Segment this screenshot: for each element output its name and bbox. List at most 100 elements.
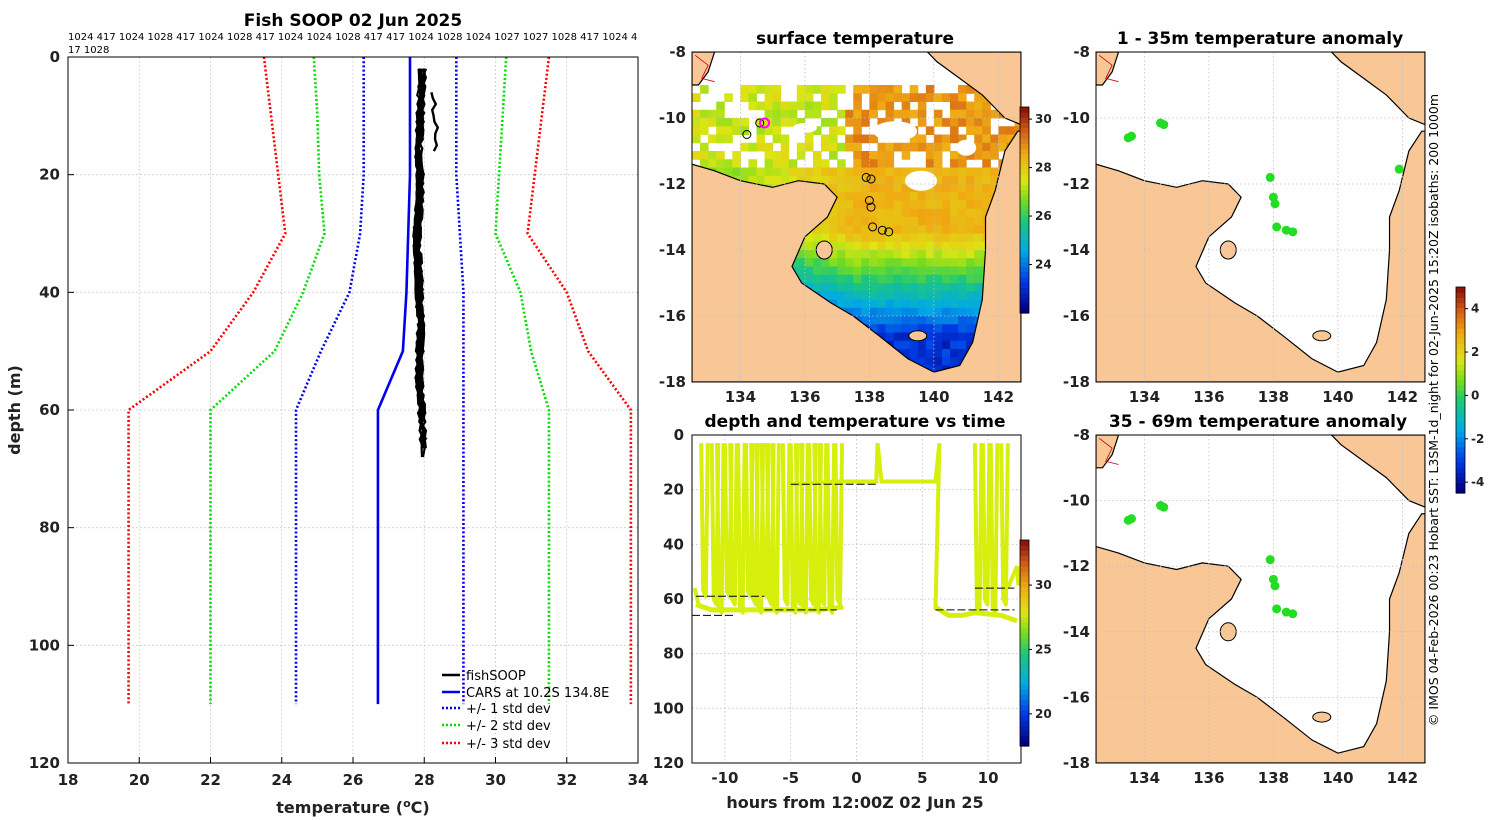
sst-cell	[909, 93, 919, 102]
sst-cell	[893, 274, 903, 284]
sst-cell	[925, 283, 935, 292]
time-colorbar-segment	[1020, 709, 1029, 716]
sst-cell	[925, 126, 935, 135]
sst-cell	[974, 175, 983, 185]
sst-cell	[925, 258, 935, 267]
sst-cell	[869, 134, 878, 144]
map-river	[1098, 437, 1119, 465]
sst-cell	[788, 109, 798, 119]
sst-cell	[982, 151, 991, 160]
sst-cell	[893, 299, 903, 309]
time-cast-trace	[736, 443, 747, 615]
sst-cell	[837, 142, 846, 152]
sst-cell	[708, 118, 717, 127]
sst-cell	[853, 283, 862, 292]
sst-cell	[941, 349, 951, 358]
sst-colorbar-segment	[1020, 194, 1029, 201]
sst-cell	[756, 142, 766, 152]
sst-cell	[837, 184, 846, 193]
anomaly-colorbar-tick-label: 4	[1471, 302, 1479, 316]
sst-cell	[909, 316, 919, 325]
sst-colorbar-segment	[1020, 282, 1029, 288]
sst-cell	[950, 266, 959, 276]
sst-cell	[893, 307, 903, 317]
sst-cell	[901, 142, 911, 152]
sst-cell	[829, 291, 838, 300]
anomaly-colorbar-segment	[1456, 467, 1465, 473]
sst-cell	[958, 299, 967, 309]
anomaly-point	[1272, 222, 1282, 232]
anomaly-colorbar-segment	[1456, 374, 1465, 381]
map-xtick-label: 142	[1387, 769, 1418, 787]
sst-cell	[788, 175, 798, 185]
anomaly-point	[1288, 227, 1298, 237]
sst-cell	[958, 192, 967, 201]
sst-cell	[941, 241, 951, 251]
sst-cell	[837, 250, 846, 259]
sst-cell	[869, 241, 878, 251]
sst-cell	[917, 283, 927, 292]
sst-cell	[966, 85, 975, 94]
sst-colorbar-segment	[1020, 173, 1029, 180]
anomaly-colorbar-segment	[1456, 384, 1465, 391]
sst-cell	[974, 299, 983, 309]
anomaly-colorbar-segment	[1456, 328, 1465, 334]
sst-cell	[901, 118, 911, 127]
sst-cell	[966, 167, 975, 177]
sst-cell	[821, 266, 830, 276]
sst-cell	[893, 233, 903, 243]
sst-cell	[869, 93, 878, 102]
sst-cell	[861, 134, 870, 144]
sst-cell	[861, 258, 870, 267]
sst-colorbar-tick-label: 28	[1035, 161, 1052, 175]
sst-cell	[925, 200, 935, 210]
sst-cell	[708, 134, 717, 144]
map-xtick-label: 138	[1258, 388, 1289, 406]
sst-cell	[958, 93, 967, 102]
sst-cell	[724, 126, 733, 135]
sst-cell	[853, 167, 862, 177]
anomaly-colorbar-segment	[1456, 431, 1465, 437]
sst-cell	[804, 167, 814, 177]
sst-cell	[700, 159, 709, 168]
sst-cell	[748, 175, 758, 185]
sst-cell	[893, 225, 903, 234]
sst-cell	[901, 217, 911, 226]
sst-colorbar-segment	[1020, 112, 1029, 118]
sst-cell	[877, 283, 887, 292]
sst-colorbar-segment	[1020, 215, 1029, 221]
sst-station-marker	[868, 222, 878, 232]
profile-xtick-label: 32	[556, 771, 577, 789]
profile-series-line	[127, 56, 287, 705]
sst-cell	[877, 93, 887, 102]
sst-cell	[861, 175, 870, 185]
sst-cell	[885, 307, 895, 317]
sst-colorbar-segment	[1020, 184, 1029, 190]
anomaly-colorbar-frame	[1455, 286, 1466, 494]
sst-cell	[861, 291, 870, 300]
sst-cell	[829, 266, 838, 276]
sst-cell	[966, 283, 975, 292]
sst-colorbar-segment	[1020, 122, 1029, 129]
sst-cell	[780, 151, 790, 160]
sst-cell	[804, 109, 814, 119]
sst-cell	[974, 291, 983, 300]
anomaly-point	[1272, 604, 1282, 614]
sst-cell	[950, 258, 959, 267]
sst-cell	[917, 291, 927, 300]
sst-cell	[917, 200, 927, 210]
anomaly-colorbar-segment	[1456, 343, 1465, 350]
sst-cell	[941, 217, 951, 226]
sst-cell	[950, 283, 959, 292]
time-bottom-track	[934, 605, 1018, 624]
sst-cell	[764, 85, 774, 94]
sst-cell	[796, 167, 806, 177]
sst-cell	[893, 109, 903, 119]
sst-cell	[958, 159, 967, 168]
sst-cell	[909, 200, 919, 210]
sst-cell	[917, 118, 927, 127]
sst-cell	[877, 142, 887, 152]
map-ytick-label: -8	[1073, 43, 1090, 61]
sst-colorbar-segment	[1020, 220, 1029, 227]
map-land-polygon	[692, 130, 1021, 382]
